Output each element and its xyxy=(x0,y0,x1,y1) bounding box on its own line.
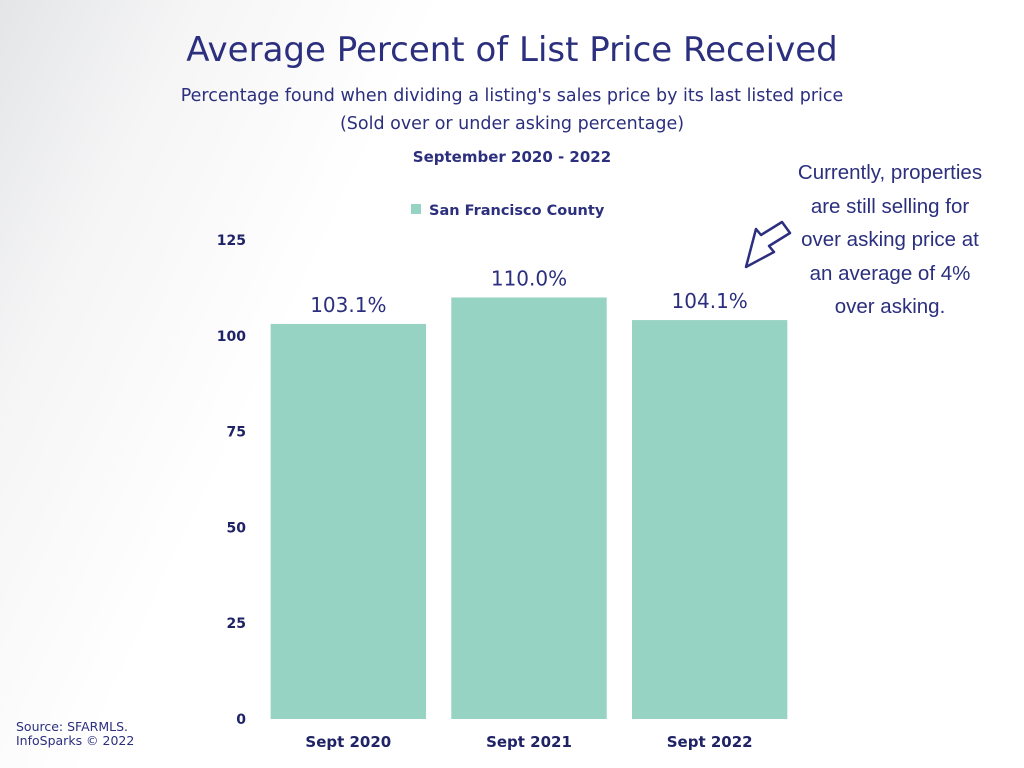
y-tick-label: 100 xyxy=(217,329,246,345)
annotation-line-4: an average of 4% xyxy=(809,261,971,285)
source-line-1: Source: SFARMLS. xyxy=(16,719,128,734)
value-labels: 103.1% 110.0% 104.1% xyxy=(310,266,748,316)
source-note: Source: SFARMLS. InfoSparks © 2022 xyxy=(16,720,134,748)
bar-value-label: 103.1% xyxy=(310,293,386,317)
chart-subtitle-line-1: Percentage found when dividing a listing… xyxy=(180,86,844,106)
source-line-2: InfoSparks © 2022 xyxy=(16,733,135,748)
y-tick-label: 0 xyxy=(236,712,246,728)
bar-value-label: 104.1% xyxy=(672,289,748,313)
x-tick-label: Sept 2021 xyxy=(486,733,572,751)
annotation-line-2: are still selling for xyxy=(810,194,970,218)
chart-title: Average Percent of List Price Received xyxy=(186,30,838,70)
y-tick-label: 50 xyxy=(227,520,247,536)
bar xyxy=(451,297,607,719)
date-range-label: September 2020 - 2022 xyxy=(412,148,612,166)
annotation-text: Currently, properties are still selling … xyxy=(768,156,1012,324)
chart-subtitle-line-2: (Sold over or under asking percentage) xyxy=(339,114,685,134)
chart-legend: San Francisco County xyxy=(411,203,604,219)
y-axis: 0 25 50 75 100 125 xyxy=(217,233,246,728)
annotation-line-5: over asking. xyxy=(834,295,946,318)
y-tick-label: 125 xyxy=(217,233,246,249)
bar xyxy=(270,323,427,719)
annotation-arrow-icon xyxy=(744,220,792,269)
legend-label: San Francisco County xyxy=(429,203,605,219)
y-tick-label: 25 xyxy=(227,616,246,632)
x-axis: Sept 2020 Sept 2021 Sept 2022 xyxy=(305,733,752,751)
x-tick-label: Sept 2022 xyxy=(667,733,753,751)
bars xyxy=(270,297,788,719)
annotation-line-3: over asking price at xyxy=(801,228,979,251)
legend-swatch xyxy=(411,204,421,214)
annotation-line-1: Currently, properties xyxy=(797,161,983,184)
y-tick-label: 75 xyxy=(227,425,246,441)
bar xyxy=(631,320,788,719)
x-tick-label: Sept 2020 xyxy=(305,733,391,751)
bar-value-label: 110.0% xyxy=(491,266,567,290)
